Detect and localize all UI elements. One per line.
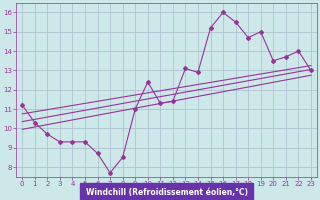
X-axis label: Windchill (Refroidissement éolien,°C): Windchill (Refroidissement éolien,°C): [85, 188, 248, 197]
